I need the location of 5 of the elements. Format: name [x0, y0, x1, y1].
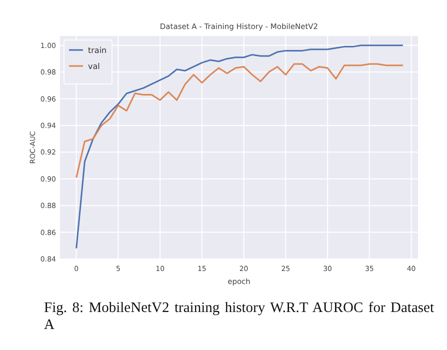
- legend-label: train: [88, 46, 107, 55]
- line-series: [76, 63, 404, 178]
- caption: Fig. 8: MobileNetV2 training history W.R.T AUROC for Dataset A: [44, 300, 434, 334]
- line-series: [76, 44, 404, 250]
- legend-label: val: [88, 62, 100, 71]
